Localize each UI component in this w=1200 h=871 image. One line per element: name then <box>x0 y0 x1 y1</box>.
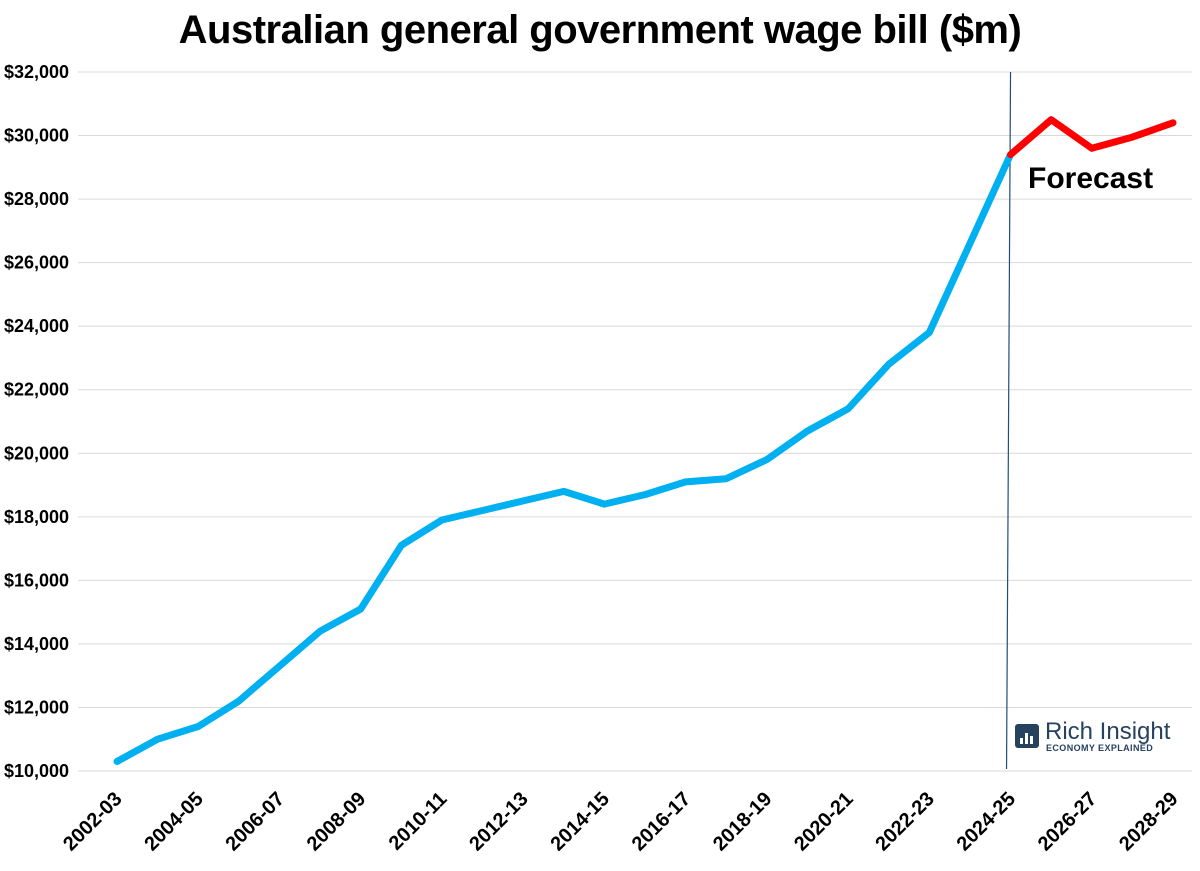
data-point <box>725 478 727 480</box>
x-tick-label: 2006-07 <box>222 788 289 855</box>
data-series <box>113 116 1177 765</box>
y-tick-label: $26,000 <box>4 253 69 273</box>
data-point <box>1010 154 1012 156</box>
x-tick-label: 2014-15 <box>546 788 613 855</box>
bar-chart-icon <box>1015 724 1039 748</box>
y-tick-label: $18,000 <box>4 507 69 527</box>
y-tick-label: $22,000 <box>4 380 69 400</box>
rich-insight-logo: Rich Insight ECONOMY EXPLAINED <box>1015 718 1195 760</box>
y-tick-label: $30,000 <box>4 126 69 146</box>
data-point <box>360 608 362 610</box>
data-point <box>1091 147 1093 149</box>
y-tick-label: $12,000 <box>4 697 69 717</box>
y-tick-label: $24,000 <box>4 316 69 336</box>
data-point <box>847 408 849 410</box>
data-point <box>806 430 808 432</box>
data-point <box>441 519 443 521</box>
x-tick-label: 2004-05 <box>140 788 207 855</box>
series-line-forecast <box>1007 116 1177 159</box>
y-tick-label: $32,000 <box>4 62 69 82</box>
y-tick-label: $14,000 <box>4 634 69 654</box>
data-point <box>1172 122 1174 124</box>
data-point <box>482 509 484 511</box>
data-point <box>888 363 890 365</box>
x-tick-label: 2024-25 <box>953 788 1020 855</box>
data-point <box>238 700 240 702</box>
data-point <box>116 760 118 762</box>
logo-tagline: ECONOMY EXPLAINED <box>1046 743 1154 753</box>
data-point <box>319 630 321 632</box>
x-tick-label: 2020-21 <box>790 788 857 855</box>
series-line-actual <box>113 151 1014 765</box>
y-tick-label: $16,000 <box>4 570 69 590</box>
data-point <box>928 332 930 334</box>
data-point <box>1131 136 1133 138</box>
chart-title: Australian general government wage bill … <box>178 8 1022 52</box>
data-point <box>766 459 768 461</box>
x-tick-label: 2016-17 <box>628 788 695 855</box>
x-tick-label: 2026-27 <box>1034 788 1101 855</box>
x-tick-label: 2022-23 <box>871 788 938 855</box>
data-point <box>522 500 524 502</box>
y-tick-label: $10,000 <box>4 761 69 781</box>
data-point <box>197 726 199 728</box>
y-axis-tick-labels: $10,000 $12,000 $14,000 $16,000 $18,000 $20,0… <box>4 62 69 781</box>
x-tick-label: 2002-03 <box>59 788 126 855</box>
data-point <box>644 494 646 496</box>
x-tick-label: 2008-09 <box>303 788 370 855</box>
data-point <box>563 490 565 492</box>
data-point <box>603 503 605 505</box>
y-tick-label: $20,000 <box>4 443 69 463</box>
data-point <box>969 243 971 245</box>
gridlines <box>78 71 1192 772</box>
logo-name: Rich Insight <box>1045 718 1171 745</box>
x-axis-tick-labels: 2002-03 2004-05 2006-07 2008-09 2010-11 2012-… <box>59 788 1182 855</box>
x-tick-label: 2028-29 <box>1115 788 1182 855</box>
x-tick-label: 2012-13 <box>465 788 532 855</box>
forecast-divider-line <box>1005 71 1012 770</box>
y-tick-label: $28,000 <box>4 189 69 209</box>
data-point <box>400 544 402 546</box>
data-point <box>1050 119 1052 121</box>
x-tick-label: 2010-11 <box>385 788 452 855</box>
data-point <box>157 738 159 740</box>
forecast-annotation: Forecast <box>1028 162 1153 195</box>
data-point <box>685 481 687 483</box>
data-point <box>278 665 280 667</box>
x-tick-label: 2018-19 <box>709 788 776 855</box>
